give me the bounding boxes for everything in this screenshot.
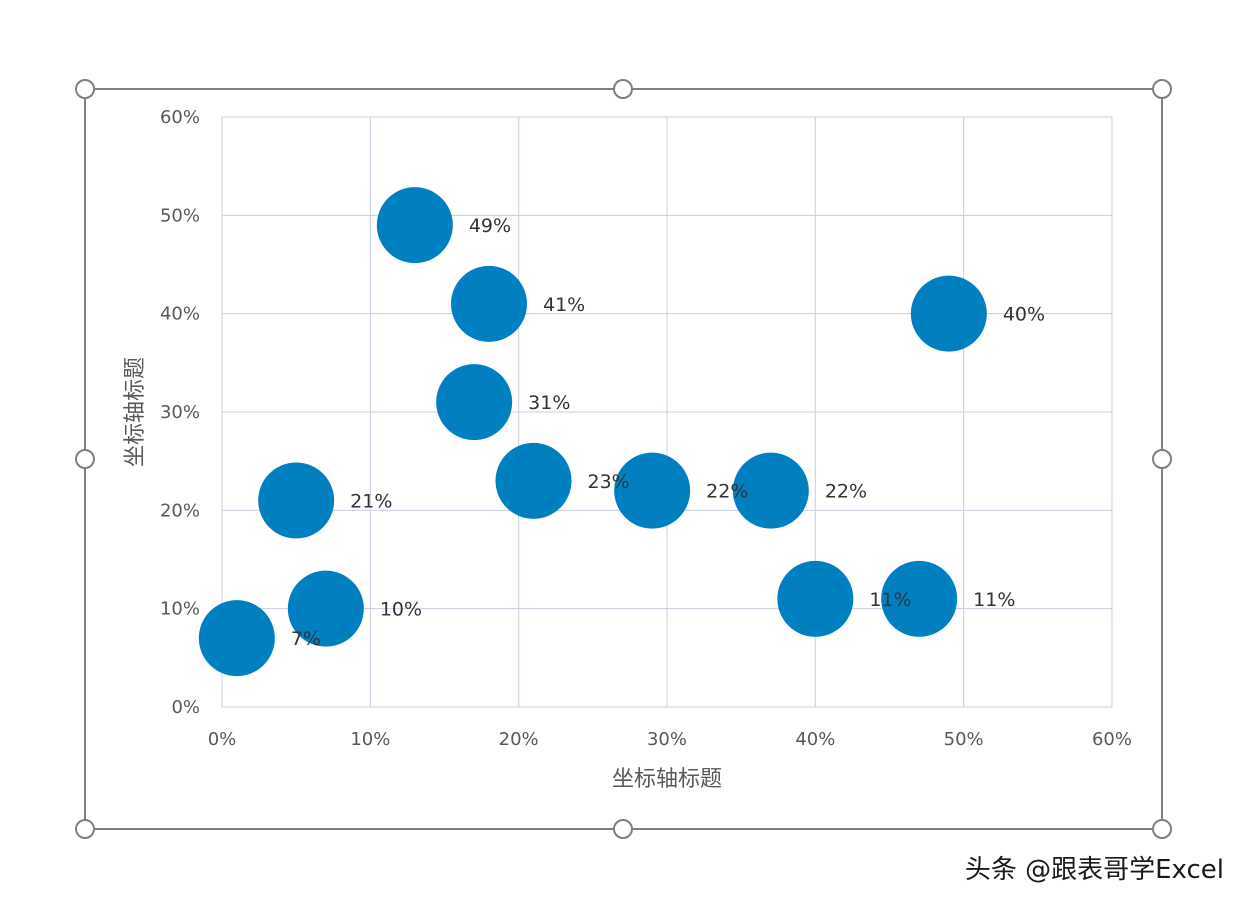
resize-handle[interactable] [75, 79, 95, 99]
data-point-label: 11% [973, 589, 1015, 611]
data-point-bubble[interactable] [777, 560, 854, 637]
resize-handle[interactable] [75, 449, 95, 469]
resize-handle[interactable] [75, 819, 95, 839]
data-point-label: 31% [528, 392, 570, 414]
data-point-bubble[interactable] [198, 600, 275, 677]
data-point-bubble[interactable] [451, 265, 527, 342]
data-labels: 7% 21% 10% 49% 31% 41% 23% 22% 22% 11% 11% 40% [291, 215, 1045, 650]
tick-labels: 0% 10% 20% 30% 40% 50% 60% 0% 10% 20% 30% 40% 50% 60% [160, 107, 1132, 750]
x-tick-label: 30% [647, 729, 687, 750]
data-point-bubble[interactable] [732, 452, 809, 529]
x-tick-label: 50% [944, 729, 984, 750]
x-tick-label: 40% [795, 729, 835, 750]
resize-handle[interactable] [1152, 819, 1172, 839]
gridlines [221, 116, 1113, 708]
data-point-label: 40% [1003, 304, 1045, 326]
y-tick-label: 0% [171, 697, 200, 718]
data-point-label: 7% [291, 628, 321, 650]
y-tick-label: 50% [160, 205, 200, 226]
data-point-bubble[interactable] [376, 187, 453, 264]
x-tick-label: 20% [499, 729, 539, 750]
data-points [198, 187, 987, 677]
resize-handle[interactable] [1152, 79, 1172, 99]
y-tick-label: 40% [160, 304, 200, 325]
y-tick-label: 20% [160, 500, 200, 521]
data-point-bubble[interactable] [287, 570, 364, 647]
data-point-bubble[interactable] [436, 364, 513, 441]
chart-selection-frame[interactable] [84, 88, 1163, 830]
data-point-bubble[interactable] [881, 560, 958, 637]
watermark-text: 头条 @跟表哥学Excel [964, 855, 1224, 885]
x-tick-label: 10% [350, 729, 390, 750]
data-point-label: 21% [350, 491, 392, 513]
data-point-label: 22% [825, 481, 867, 503]
resize-handle[interactable] [613, 79, 633, 99]
y-tick-label: 60% [160, 107, 200, 128]
data-point-label: 10% [380, 599, 422, 621]
x-tick-label: 0% [208, 729, 237, 750]
y-tick-label: 10% [160, 599, 200, 620]
x-tick-label: 60% [1092, 729, 1132, 750]
data-point-label: 11% [869, 589, 911, 611]
data-point-bubble[interactable] [614, 452, 691, 529]
y-axis-title[interactable]: 坐标轴标题 [123, 357, 148, 467]
data-point-label: 41% [543, 294, 585, 316]
resize-handle[interactable] [613, 819, 633, 839]
data-point-label: 49% [469, 215, 511, 237]
y-tick-label: 30% [160, 402, 200, 423]
data-point-bubble[interactable] [258, 462, 335, 539]
data-point-bubble[interactable] [495, 442, 572, 519]
data-point-label: 22% [706, 481, 748, 503]
data-point-bubble[interactable] [910, 275, 987, 352]
resize-handle[interactable] [1152, 449, 1172, 469]
data-point-label: 23% [588, 471, 630, 493]
x-axis-title[interactable]: 坐标轴标题 [612, 767, 722, 792]
resize-handles[interactable] [75, 79, 1172, 839]
